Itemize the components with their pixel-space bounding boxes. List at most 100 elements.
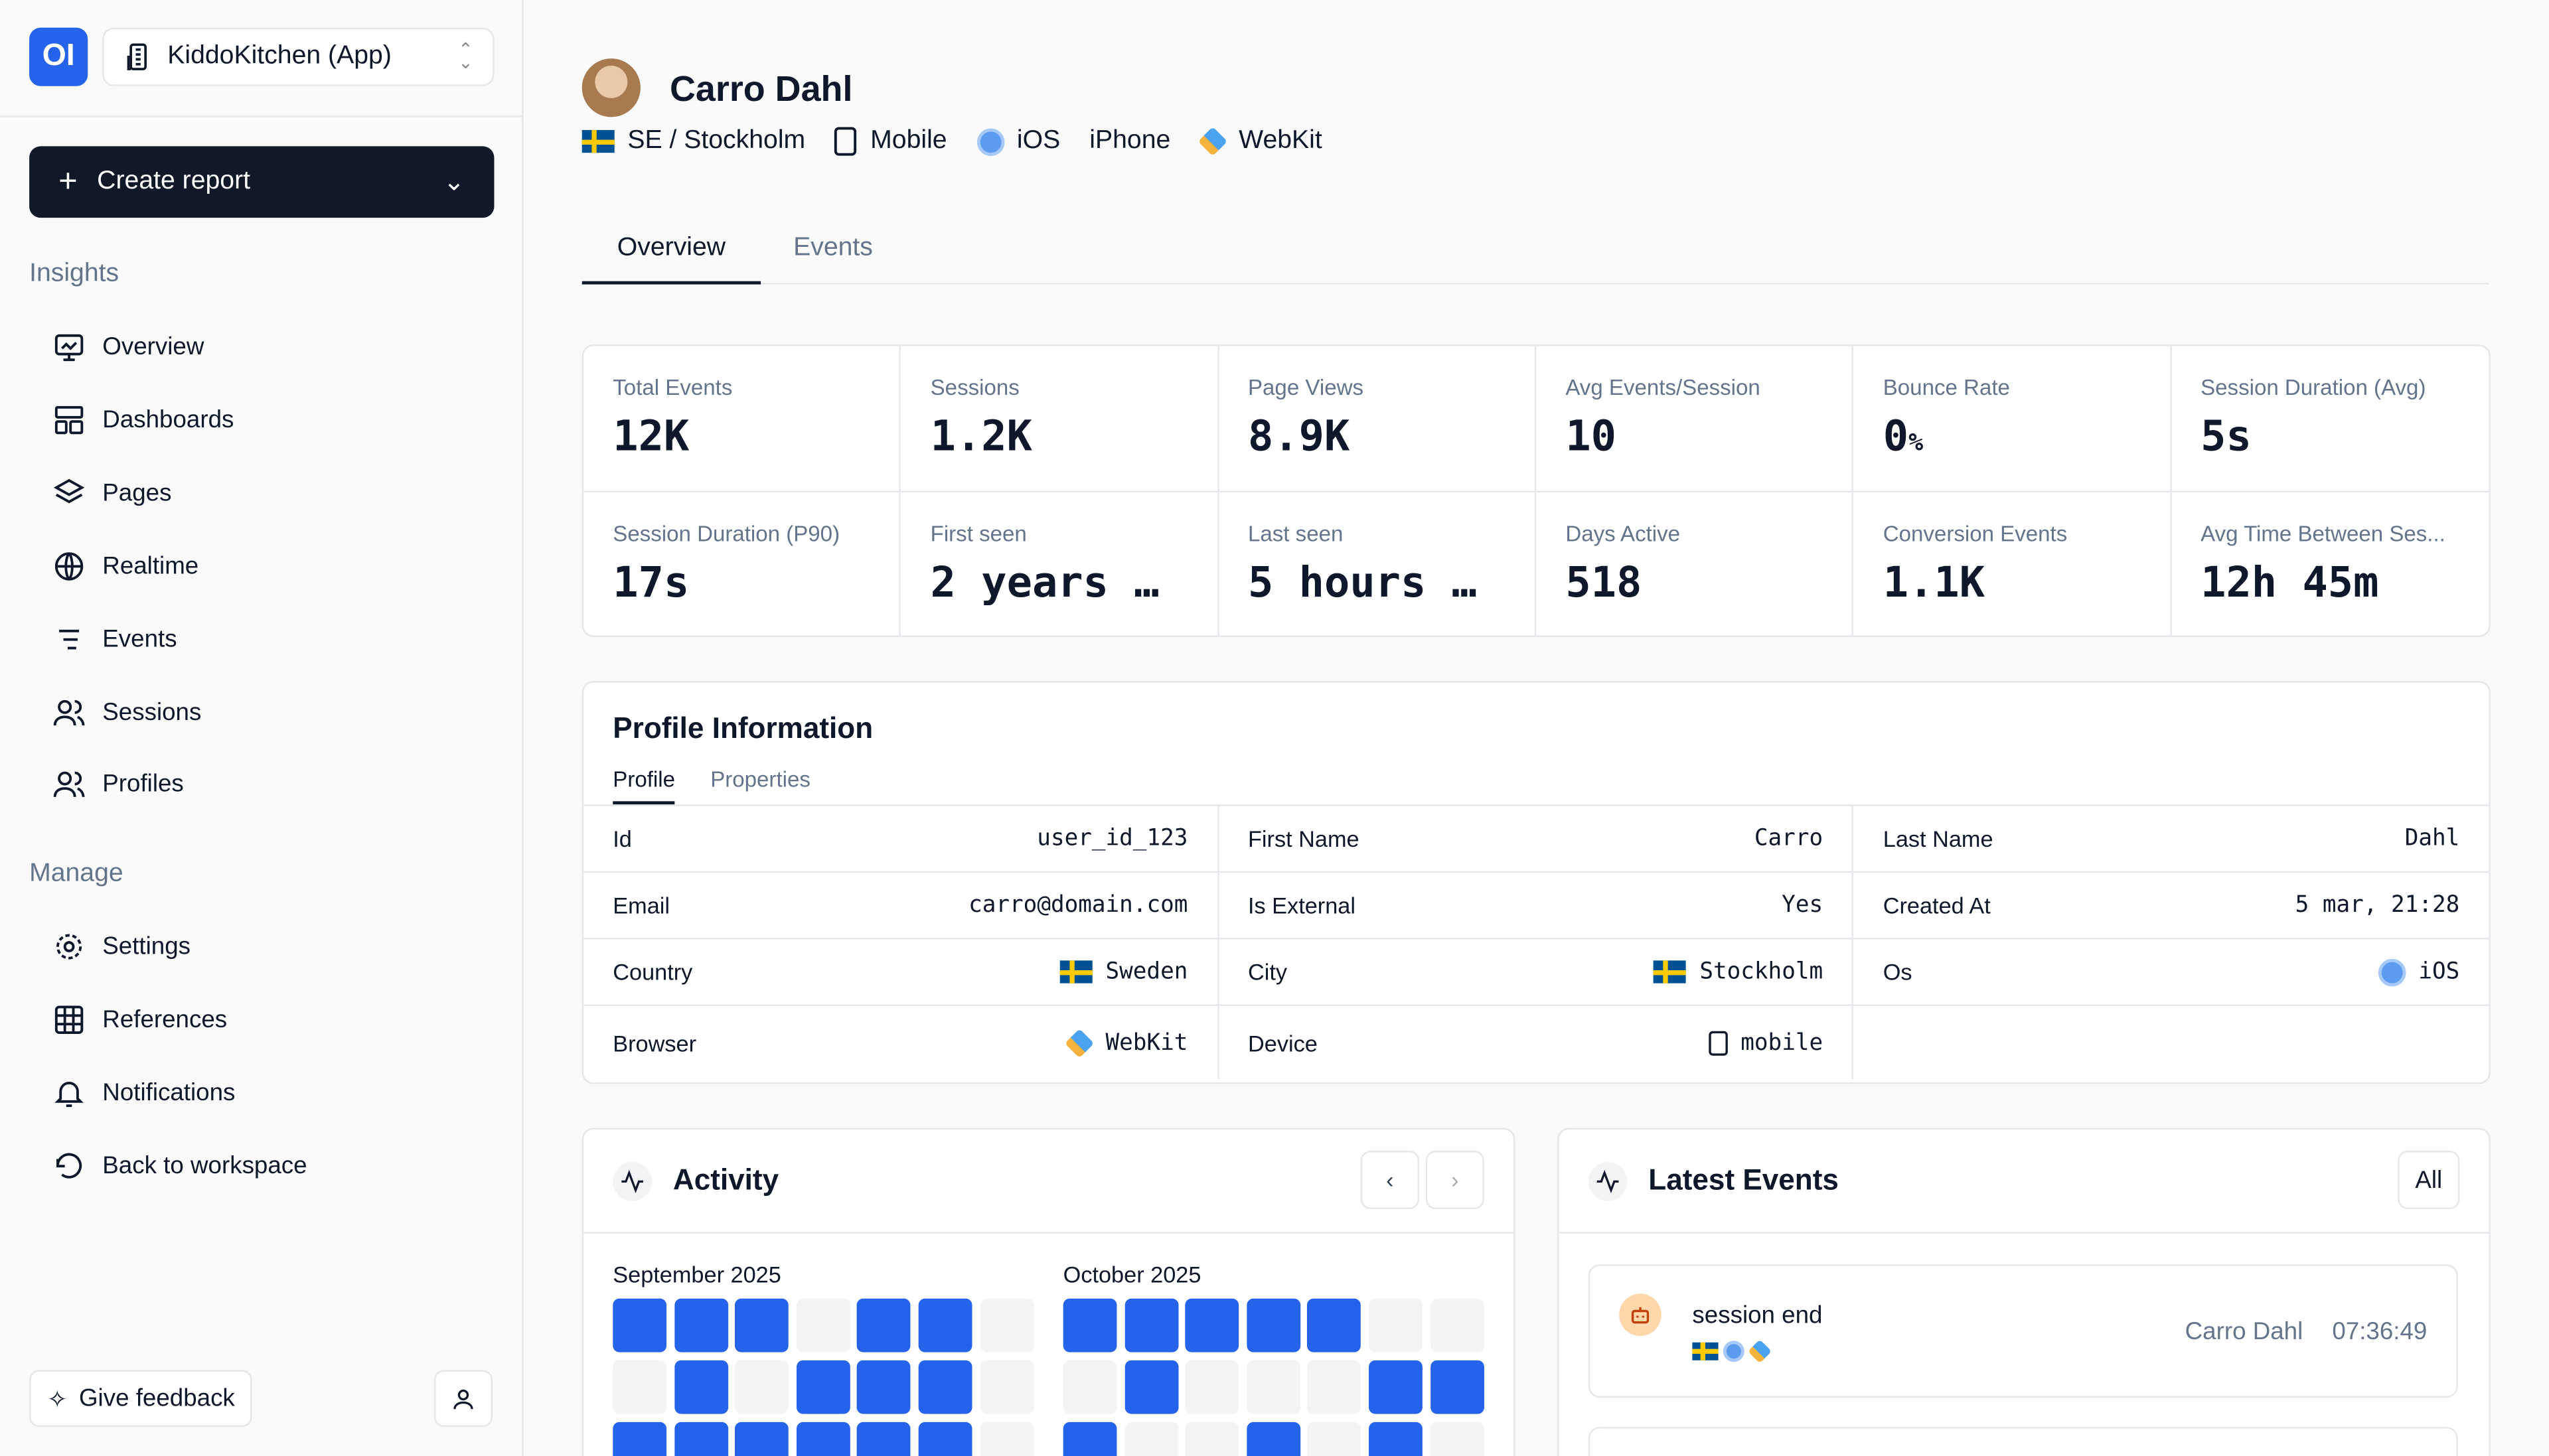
webkit-icon bbox=[1197, 126, 1228, 157]
activity-calendar bbox=[1063, 1298, 1484, 1456]
user-menu-button[interactable] bbox=[433, 1370, 493, 1427]
day-cell-inactive[interactable] bbox=[1430, 1421, 1484, 1456]
field-value: Stockholm bbox=[1699, 958, 1823, 985]
day-cell-active[interactable] bbox=[857, 1421, 911, 1456]
chevron-down-icon[interactable]: ⌄ bbox=[443, 169, 465, 197]
sidebar-item-sessions[interactable]: Sessions bbox=[52, 695, 201, 729]
day-cell-active[interactable] bbox=[857, 1298, 911, 1352]
day-cell-inactive[interactable] bbox=[735, 1360, 789, 1414]
stat-card: Sessions 1.2K bbox=[901, 346, 1219, 493]
app-logo[interactable]: OI bbox=[29, 27, 88, 86]
day-cell-active[interactable] bbox=[674, 1421, 728, 1456]
sidebar-item-overview[interactable]: Overview bbox=[52, 330, 204, 364]
profile-name: Carro Dahl bbox=[669, 68, 853, 109]
sidebar-item-pages[interactable]: Pages bbox=[52, 476, 171, 510]
tab-properties[interactable]: Properties bbox=[710, 766, 811, 792]
next-button[interactable]: › bbox=[1425, 1150, 1484, 1210]
day-cell-active[interactable] bbox=[1063, 1421, 1117, 1456]
give-feedback-button[interactable]: ✧ Give feedback bbox=[29, 1370, 253, 1427]
day-cell-active[interactable] bbox=[1185, 1298, 1239, 1352]
day-cell-active[interactable] bbox=[1246, 1298, 1300, 1352]
sidebar-item-notifications[interactable]: Notifications bbox=[52, 1076, 235, 1110]
day-cell-inactive[interactable] bbox=[1185, 1360, 1239, 1414]
day-cell-inactive[interactable] bbox=[1307, 1421, 1361, 1456]
day-cell-active[interactable] bbox=[1063, 1298, 1117, 1352]
event-item[interactable] bbox=[1588, 1427, 2458, 1456]
activity-icon bbox=[613, 1162, 653, 1201]
day-cell-active[interactable] bbox=[674, 1360, 728, 1414]
sidebar-item-realtime[interactable]: Realtime bbox=[52, 549, 198, 583]
event-name: session end bbox=[1692, 1301, 1823, 1330]
webkit-icon bbox=[1065, 1027, 1095, 1058]
day-cell-active[interactable] bbox=[674, 1298, 728, 1352]
day-cell-active[interactable] bbox=[918, 1421, 972, 1456]
field-label: City bbox=[1247, 958, 1288, 985]
sidebar-item-label: Dashboards bbox=[102, 406, 234, 434]
day-cell-inactive[interactable] bbox=[613, 1360, 667, 1414]
sweden-flag-icon bbox=[1654, 960, 1687, 983]
prev-button[interactable]: ‹ bbox=[1360, 1150, 1419, 1210]
grid-icon bbox=[54, 1005, 84, 1034]
project-selector[interactable]: KiddoKitchen (App) ⌃ ⌄ bbox=[102, 27, 495, 86]
day-cell-active[interactable] bbox=[1246, 1421, 1300, 1456]
day-cell-active[interactable] bbox=[1124, 1298, 1178, 1352]
stat-card: Total Events 12K bbox=[583, 346, 901, 493]
user-icon bbox=[453, 1388, 473, 1409]
day-cell-active[interactable] bbox=[857, 1360, 911, 1414]
activity-calendar bbox=[613, 1298, 1034, 1456]
day-cell-active[interactable] bbox=[613, 1298, 667, 1352]
section-manage: Manage bbox=[29, 859, 123, 888]
day-cell-active[interactable] bbox=[918, 1360, 972, 1414]
day-cell-active[interactable] bbox=[1368, 1360, 1423, 1414]
day-cell-inactive[interactable] bbox=[1430, 1298, 1484, 1352]
event-item[interactable]: session end Carro Dahl 07:36:49 bbox=[1588, 1264, 2458, 1398]
avatar bbox=[581, 58, 641, 117]
ios-icon bbox=[2378, 958, 2406, 986]
robot-icon bbox=[1619, 1293, 1661, 1337]
day-cell-active[interactable] bbox=[1430, 1360, 1484, 1414]
day-cell-inactive[interactable] bbox=[1124, 1421, 1178, 1456]
day-cell-inactive[interactable] bbox=[1063, 1360, 1117, 1414]
list-icon bbox=[59, 629, 80, 650]
tab-profile[interactable]: Profile bbox=[613, 767, 675, 805]
stat-card: Avg Time Between Ses... 12h 45m bbox=[2171, 492, 2489, 636]
sidebar-item-back-to-workspace[interactable]: Back to workspace bbox=[52, 1149, 307, 1183]
day-cell-active[interactable] bbox=[796, 1360, 850, 1414]
tab-events[interactable]: Events bbox=[793, 234, 873, 262]
profile-field: Is External Yes bbox=[1218, 873, 1854, 940]
day-cell-inactive[interactable] bbox=[1368, 1298, 1423, 1352]
day-cell-inactive[interactable] bbox=[796, 1298, 850, 1352]
day-cell-active[interactable] bbox=[918, 1298, 972, 1352]
field-label: Id bbox=[613, 826, 632, 852]
sidebar-item-label: Profiles bbox=[102, 770, 184, 798]
stat-card: Last seen 5 hours … bbox=[1219, 492, 1537, 636]
day-cell-inactive[interactable] bbox=[1307, 1360, 1361, 1414]
day-cell-active[interactable] bbox=[613, 1421, 667, 1456]
stat-value: 5s bbox=[2201, 413, 2252, 462]
sidebar-item-events[interactable]: Events bbox=[52, 622, 177, 656]
sidebar-item-settings[interactable]: Settings bbox=[52, 930, 191, 964]
filter-all-button[interactable]: All bbox=[2398, 1150, 2460, 1210]
day-cell-active[interactable] bbox=[796, 1421, 850, 1456]
day-cell-inactive[interactable] bbox=[979, 1421, 1034, 1456]
plus-icon: + bbox=[58, 163, 78, 200]
day-cell-active[interactable] bbox=[735, 1298, 789, 1352]
profile-field: City Stockholm bbox=[1218, 939, 1854, 1006]
day-cell-active[interactable] bbox=[1307, 1298, 1361, 1352]
day-cell-active[interactable] bbox=[1124, 1360, 1178, 1414]
tab-overview[interactable]: Overview bbox=[581, 234, 761, 285]
month-label: September 2025 bbox=[613, 1261, 781, 1287]
sidebar-item-profiles[interactable]: Profiles bbox=[52, 767, 184, 801]
day-cell-inactive[interactable] bbox=[1185, 1421, 1239, 1456]
stat-label: Session Duration (Avg) bbox=[2201, 375, 2426, 400]
stat-card: Page Views 8.9K bbox=[1218, 346, 1537, 493]
sidebar-item-label: References bbox=[102, 1005, 228, 1034]
day-cell-inactive[interactable] bbox=[1246, 1360, 1300, 1414]
day-cell-active[interactable] bbox=[1368, 1421, 1423, 1456]
create-report-button[interactable]: + Create report ⌄ bbox=[29, 146, 495, 218]
sidebar-item-references[interactable]: References bbox=[52, 1003, 227, 1037]
day-cell-active[interactable] bbox=[735, 1421, 789, 1456]
day-cell-inactive[interactable] bbox=[979, 1298, 1034, 1352]
sidebar-item-dashboards[interactable]: Dashboards bbox=[52, 403, 234, 437]
day-cell-inactive[interactable] bbox=[979, 1360, 1034, 1414]
